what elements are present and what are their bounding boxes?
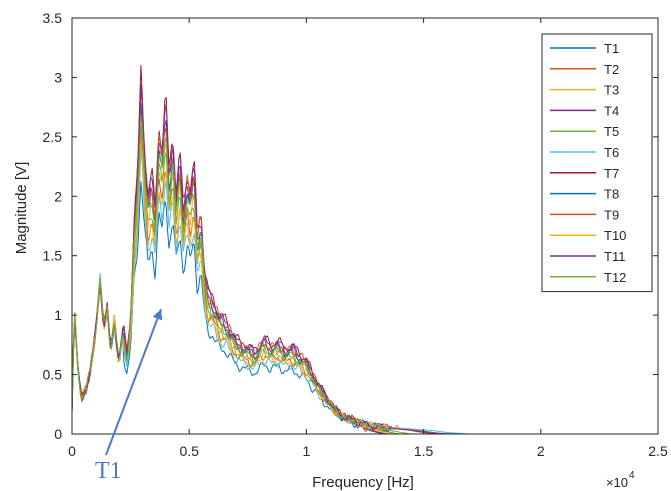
y-axis-label: Magnitude [V] bbox=[13, 162, 30, 255]
legend-label: T8 bbox=[604, 187, 619, 202]
legend-label: T6 bbox=[604, 145, 619, 160]
legend-box bbox=[541, 33, 653, 293]
x-tick-label: 1 bbox=[303, 443, 311, 459]
x-tick-label: 0 bbox=[68, 443, 76, 459]
y-tick-label: 1 bbox=[54, 307, 62, 323]
y-tick-label: 3.5 bbox=[43, 10, 63, 26]
x-tick-label: 0.5 bbox=[179, 443, 199, 459]
axes-frame bbox=[71, 17, 659, 435]
y-tick-label: 2.5 bbox=[43, 129, 63, 145]
legend-label: T2 bbox=[604, 62, 619, 77]
legend-label: T3 bbox=[604, 83, 619, 98]
x-tick-label: 2 bbox=[537, 443, 545, 459]
x-axis-exponent: ×10 4 bbox=[606, 470, 635, 490]
y-tick-label: 0.5 bbox=[43, 367, 63, 383]
legend: T1 T2 T3 T4 T5 T6 T7 T8 T9 T10 T11 T12 bbox=[541, 33, 653, 293]
x-axis-exponent-base: ×10 bbox=[606, 475, 628, 490]
x-tick-label: 2.5 bbox=[648, 443, 668, 459]
annotation-arrow-head bbox=[152, 309, 163, 321]
legend-label: T5 bbox=[604, 124, 619, 139]
y-tick-label: 3 bbox=[54, 69, 62, 85]
t1-annotation: T1 bbox=[95, 308, 163, 484]
legend-label: T12 bbox=[604, 270, 626, 285]
legend-label: T1 bbox=[604, 41, 619, 56]
x-axis-ticks: 0 0.5 1 1.5 2 2.5 bbox=[68, 18, 668, 459]
legend-label: T9 bbox=[604, 207, 619, 222]
legend-label: T4 bbox=[604, 103, 619, 118]
y-tick-label: 2 bbox=[54, 188, 62, 204]
y-axis-ticks: 0 0.5 1 1.5 2 2.5 3 3.5 bbox=[43, 10, 658, 442]
y-tick-label: 1.5 bbox=[43, 248, 63, 264]
legend-label: T11 bbox=[604, 249, 625, 264]
x-axis-exponent-power: 4 bbox=[629, 470, 635, 481]
y-tick-label: 0 bbox=[54, 426, 62, 442]
x-tick-label: 1.5 bbox=[414, 443, 434, 459]
legend-label: T7 bbox=[604, 166, 619, 181]
annotation-label: T1 bbox=[95, 458, 122, 484]
legend-label: T10 bbox=[604, 228, 626, 243]
x-axis-label: Frequency [Hz] bbox=[312, 474, 414, 491]
annotation-arrow-shaft bbox=[105, 308, 163, 456]
